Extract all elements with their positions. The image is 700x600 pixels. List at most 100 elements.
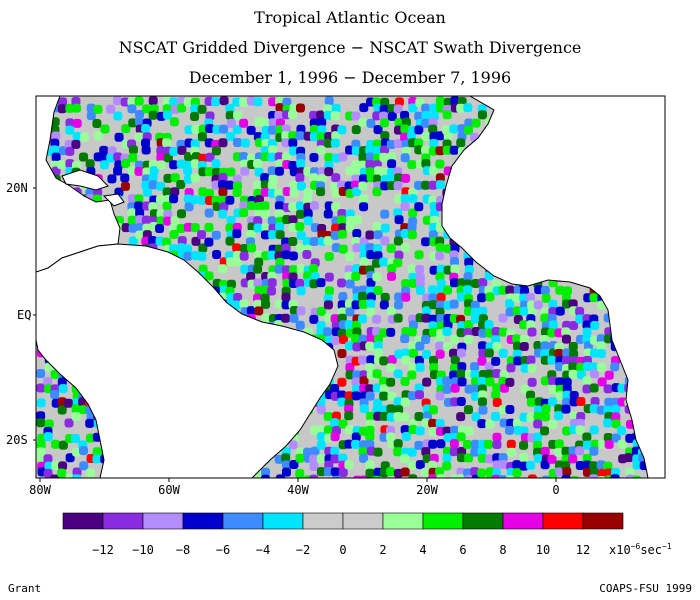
field-cell xyxy=(435,467,445,477)
field-cell xyxy=(435,300,445,310)
field-cell xyxy=(569,349,579,359)
field-cell xyxy=(603,461,613,471)
field-cell xyxy=(296,181,306,191)
field-cell xyxy=(512,334,522,344)
field-cell xyxy=(386,377,396,387)
field-cell xyxy=(575,446,585,456)
field-cell xyxy=(211,230,221,240)
field-cell xyxy=(491,390,501,400)
field-cell xyxy=(309,110,319,120)
field-cell xyxy=(632,460,642,470)
field-cell xyxy=(191,236,201,246)
colorbar-swatch xyxy=(462,512,504,530)
field-cell xyxy=(387,152,397,162)
field-cell xyxy=(561,356,571,366)
field-cell xyxy=(330,314,340,324)
field-cell xyxy=(317,425,327,435)
field-cell xyxy=(372,187,382,197)
field-cell xyxy=(127,104,137,114)
field-cell xyxy=(169,194,179,204)
field-cell xyxy=(568,299,578,309)
field-cell xyxy=(449,124,459,134)
field-cell xyxy=(477,376,487,386)
field-cell xyxy=(128,145,138,155)
field-cell xyxy=(379,257,389,267)
field-cell xyxy=(449,145,459,155)
field-cell xyxy=(197,251,207,261)
colorbar-tick-label: −4 xyxy=(256,543,270,557)
field-cell xyxy=(450,383,460,393)
field-cell xyxy=(415,390,425,400)
field-cell xyxy=(106,104,116,114)
field-cell xyxy=(72,474,82,478)
field-cell xyxy=(547,328,557,338)
field-cell xyxy=(351,300,361,310)
field-cell xyxy=(260,187,270,197)
field-cell xyxy=(533,341,543,351)
field-cell xyxy=(562,426,572,436)
field-cell xyxy=(407,264,417,274)
field-cell xyxy=(603,384,613,394)
field-cell xyxy=(379,411,389,421)
field-cell xyxy=(569,321,579,331)
field-cell xyxy=(575,306,585,316)
field-cell xyxy=(288,202,298,212)
field-cell xyxy=(317,174,327,184)
field-cell xyxy=(463,285,473,295)
field-cell xyxy=(372,222,382,232)
field-cell xyxy=(463,439,473,449)
field-cell xyxy=(72,103,82,113)
field-cell xyxy=(281,152,291,162)
field-cell xyxy=(170,173,180,183)
field-cell xyxy=(505,285,515,295)
field-cell xyxy=(338,335,348,345)
field-cell xyxy=(169,146,179,156)
field-cell xyxy=(386,363,396,373)
field-cell xyxy=(58,440,68,450)
field-cell xyxy=(260,474,270,478)
field-cell xyxy=(429,215,439,225)
field-cell xyxy=(127,97,137,107)
field-cell xyxy=(422,215,432,225)
lon-label-0: 0 xyxy=(552,483,559,497)
field-cell xyxy=(177,103,187,113)
field-cell xyxy=(589,362,599,372)
field-cell xyxy=(400,425,410,435)
field-cell xyxy=(373,348,383,358)
field-cell xyxy=(275,230,285,240)
field-cell xyxy=(72,131,82,141)
field-cell xyxy=(442,285,452,295)
field-cell xyxy=(71,404,81,414)
field-cell xyxy=(351,125,361,135)
field-cell xyxy=(589,461,599,471)
field-cell xyxy=(44,419,54,429)
field-cell xyxy=(316,440,326,450)
field-cell xyxy=(120,97,130,107)
field-cell xyxy=(337,349,347,359)
field-cell xyxy=(464,453,474,463)
field-cell xyxy=(533,411,543,421)
field-cell xyxy=(274,264,284,274)
field-cell xyxy=(323,110,333,120)
land-south-america xyxy=(36,243,339,478)
field-cell xyxy=(471,391,481,401)
field-cell xyxy=(456,348,466,358)
field-cell xyxy=(400,377,410,387)
colorbar-swatch xyxy=(382,512,424,530)
field-cell xyxy=(295,278,305,288)
field-cell xyxy=(428,124,438,134)
field-cell xyxy=(449,447,459,457)
field-cell xyxy=(414,125,424,135)
field-cell xyxy=(352,229,362,239)
field-cell xyxy=(316,187,326,197)
field-cell xyxy=(533,453,543,463)
field-cell xyxy=(365,230,375,240)
field-cell xyxy=(127,208,137,218)
colorbar-unit: x10−6sec−1 xyxy=(609,542,672,557)
field-cell xyxy=(211,97,221,107)
field-cell xyxy=(352,264,362,274)
field-cell xyxy=(260,230,270,240)
field-cell xyxy=(428,426,438,436)
field-cell xyxy=(617,439,627,449)
